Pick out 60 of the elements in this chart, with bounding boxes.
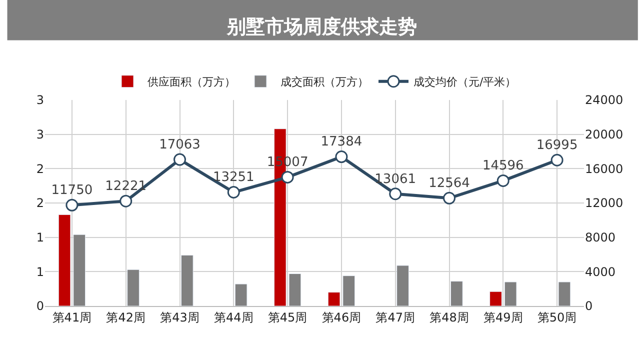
chart-title: 别墅市场周度供求走势 [226,16,417,38]
x-tick-label: 第42周 [106,310,146,324]
x-tick-label: 第41周 [52,310,92,324]
legend-label: 成交面积（万方） [280,76,368,89]
bar [127,269,140,306]
point [174,153,186,166]
y2-tick-label: 8000 [585,230,616,245]
point [443,192,456,204]
data-label: 16995 [536,138,578,154]
y2-tick-label: 16000 [585,162,624,176]
x-tick-label: 第48周 [430,310,469,324]
y-tick-label: 3 [36,93,44,108]
data-label: 14596 [482,158,524,174]
legend-label: 成交均价（元/平米） [414,76,516,89]
x-tick-label: 第44周 [214,310,254,324]
point [389,188,402,200]
point [227,186,240,199]
bar [73,234,86,306]
x-tick-label: 第46周 [322,310,362,324]
bar [328,292,340,306]
y-tick-label: 1 [36,264,44,279]
y-tick-label: 3 [36,128,44,142]
data-label: 11750 [51,183,93,198]
x-tick-label: 第45周 [268,310,308,324]
y-tick-label: 1 [36,230,44,245]
y-tick-label: 0 [36,299,44,314]
x-tick-label: 第47周 [376,310,415,324]
data-label: 17384 [320,134,362,150]
bar [490,291,502,306]
point [550,154,564,166]
data-label: 13251 [212,170,254,186]
point [120,194,132,208]
bar [504,282,517,306]
point [335,150,348,164]
y2-tick-label: 20000 [585,128,624,142]
data-label: 12221 [105,178,147,194]
y2-tick-label: 24000 [585,93,624,108]
bar [342,276,356,306]
y2-tick-label: 0 [585,299,593,314]
y-tick-label: 2 [36,196,44,210]
data-label: 17063 [159,137,200,152]
y2-tick-label: 4000 [585,264,616,279]
point [66,198,78,212]
bar [180,254,194,306]
bar [58,214,71,306]
bar [288,273,302,306]
data-label: 13061 [374,172,416,187]
y-tick-label: 2 [36,162,44,176]
data-label: 12564 [428,176,470,192]
y2-tick-label: 12000 [585,196,624,210]
x-tick-label: 第43周 [160,310,200,324]
x-tick-label: 第50周 [537,310,577,324]
legend-label: 供应面积（万方） [148,76,236,89]
point [496,174,510,187]
bar [234,284,248,306]
bar [396,265,409,306]
bar [450,281,463,306]
bar [558,282,571,306]
x-tick-label: 第49周 [484,310,523,324]
point [281,170,294,184]
